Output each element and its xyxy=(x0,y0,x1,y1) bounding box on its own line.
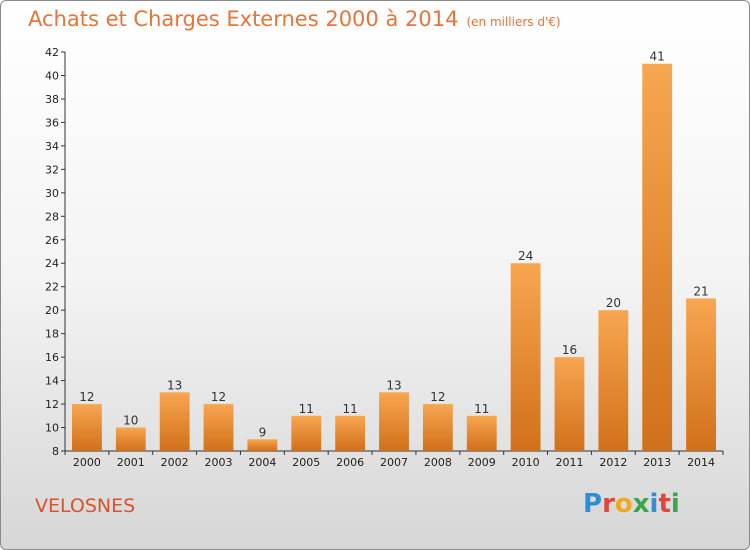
logo-letter: r xyxy=(602,489,615,519)
logo-letter: o xyxy=(614,489,633,519)
bar-2006[interactable] xyxy=(335,415,366,451)
logo-letter: i xyxy=(670,489,680,519)
y-tick-label: 38 xyxy=(45,93,59,106)
x-tick-label: 2013 xyxy=(643,456,671,469)
bar-2014[interactable] xyxy=(686,298,716,451)
data-label-2001: 10 xyxy=(123,414,138,428)
bar-2011[interactable] xyxy=(554,357,585,451)
x-tick-label: 2007 xyxy=(380,456,408,469)
x-tick-label: 2014 xyxy=(687,456,715,469)
y-tick-label: 8 xyxy=(52,445,59,458)
x-tick-label: 2001 xyxy=(117,456,145,469)
data-label-2014: 21 xyxy=(693,284,708,298)
logo-letter: t xyxy=(658,489,671,519)
chart-title: Achats et Charges Externes 2000 à 2014 (e… xyxy=(28,7,561,31)
x-tick-label: 2003 xyxy=(205,456,233,469)
data-label-2002: 13 xyxy=(167,378,182,392)
y-tick-label: 34 xyxy=(45,140,59,153)
chart-subtitle: (en milliers d'€) xyxy=(466,15,561,29)
x-tick-label: 2000 xyxy=(73,456,101,469)
data-label-2012: 20 xyxy=(606,296,621,310)
bar-2007[interactable] xyxy=(379,392,409,451)
y-tick-label: 30 xyxy=(45,187,59,200)
data-label-2013: 41 xyxy=(650,50,665,64)
data-label-2005: 11 xyxy=(299,402,314,416)
axes: 8 10 12 14 16 18 20 22 24 26 28 30 32 34 36 38 40 42 2000 2… xyxy=(45,46,724,469)
data-label-2000: 12 xyxy=(79,390,94,404)
data-label-2007: 13 xyxy=(386,378,401,392)
data-label-2010: 24 xyxy=(518,249,533,263)
x-tick-label: 2006 xyxy=(336,456,364,469)
value-labels: 12 10 13 12 9 11 11 13 12 11 24 16 20 41 21 xyxy=(79,50,708,440)
x-tick-label: 2005 xyxy=(292,456,320,469)
y-tick-label: 36 xyxy=(45,116,59,129)
logo-letter: i xyxy=(649,489,659,519)
y-tick-label: 32 xyxy=(45,163,59,176)
chart-title-text: Achats et Charges Externes 2000 à 2014 xyxy=(28,7,459,31)
y-tick-label: 12 xyxy=(45,398,59,411)
bars xyxy=(72,63,716,452)
town-name: VELOSNES xyxy=(35,495,136,517)
x-tick-label: 2002 xyxy=(161,456,189,469)
bar-2001[interactable] xyxy=(115,427,146,451)
data-label-2011: 16 xyxy=(562,343,577,357)
y-tick-label: 26 xyxy=(45,234,59,247)
y-tick-label: 18 xyxy=(45,328,59,341)
bar-2008[interactable] xyxy=(422,404,453,451)
data-label-2006: 11 xyxy=(342,402,357,416)
x-tick-label: 2010 xyxy=(512,456,540,469)
data-label-2009: 11 xyxy=(474,402,489,416)
x-tick-label: 2008 xyxy=(424,456,452,469)
bar-2009[interactable] xyxy=(466,415,497,451)
data-label-2008: 12 xyxy=(430,390,445,404)
y-tick-label: 28 xyxy=(45,210,59,223)
bar-2010[interactable] xyxy=(510,263,541,451)
y-tick-label: 10 xyxy=(45,422,59,435)
bar-2000[interactable] xyxy=(72,404,102,451)
y-tick-label: 14 xyxy=(45,375,59,388)
y-tick-label: 20 xyxy=(45,304,59,317)
bar-2002[interactable] xyxy=(159,392,190,451)
logo-letter: x xyxy=(632,489,650,519)
x-tick-label: 2009 xyxy=(468,456,496,469)
x-tick-label: 2004 xyxy=(248,456,276,469)
y-tick-label: 40 xyxy=(45,69,59,82)
bar-2013[interactable] xyxy=(642,63,673,452)
x-tick-label: 2012 xyxy=(599,456,627,469)
bar-2004[interactable] xyxy=(247,439,278,451)
y-tick-label: 24 xyxy=(45,257,59,270)
bar-2012[interactable] xyxy=(598,310,629,451)
y-tick-label: 16 xyxy=(45,351,59,364)
bar-2005[interactable] xyxy=(291,415,322,451)
y-tick-label: 22 xyxy=(45,281,59,294)
bar-2003[interactable] xyxy=(203,404,234,451)
y-tick-label: 42 xyxy=(45,46,59,59)
x-tick-label: 2011 xyxy=(555,456,583,469)
data-label-2003: 12 xyxy=(211,390,226,404)
data-label-2004: 9 xyxy=(259,425,267,439)
proxiti-logo[interactable]: Proxiti xyxy=(583,489,680,519)
logo-letter: P xyxy=(583,489,603,519)
